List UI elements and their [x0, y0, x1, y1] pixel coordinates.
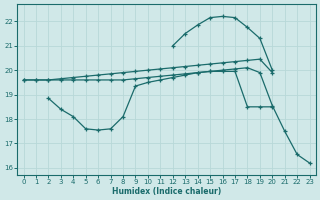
X-axis label: Humidex (Indice chaleur): Humidex (Indice chaleur) [112, 187, 221, 196]
